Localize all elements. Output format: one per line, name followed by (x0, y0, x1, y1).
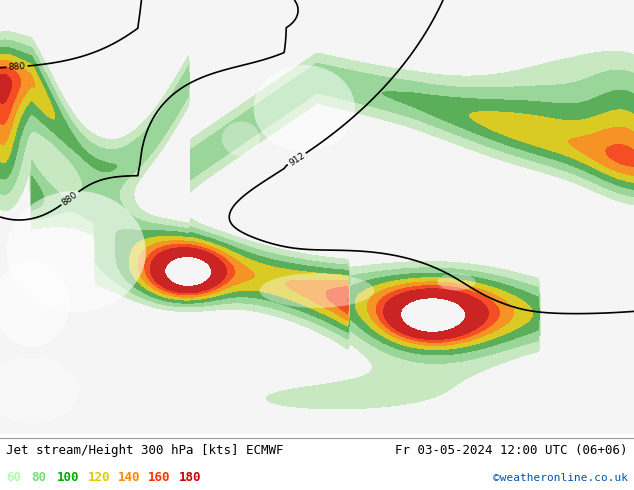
Text: 880: 880 (60, 190, 79, 207)
Text: 60: 60 (6, 471, 22, 484)
Ellipse shape (222, 122, 260, 156)
Text: Jet stream/Height 300 hPa [kts] ECMWF: Jet stream/Height 300 hPa [kts] ECMWF (6, 444, 284, 457)
Text: 120: 120 (87, 471, 110, 484)
Ellipse shape (6, 191, 146, 312)
Text: 80: 80 (32, 471, 47, 484)
Text: Fr 03-05-2024 12:00 UTC (06+06): Fr 03-05-2024 12:00 UTC (06+06) (395, 444, 628, 457)
Text: 912: 912 (287, 150, 306, 168)
Text: 880: 880 (8, 62, 26, 72)
Text: ©weatheronline.co.uk: ©weatheronline.co.uk (493, 472, 628, 483)
Ellipse shape (254, 65, 355, 152)
Ellipse shape (0, 260, 70, 347)
Text: 140: 140 (118, 471, 140, 484)
Ellipse shape (0, 358, 79, 423)
Text: 180: 180 (179, 471, 201, 484)
Text: 160: 160 (148, 471, 171, 484)
Ellipse shape (260, 273, 374, 308)
Text: 100: 100 (57, 471, 79, 484)
Ellipse shape (437, 273, 476, 291)
